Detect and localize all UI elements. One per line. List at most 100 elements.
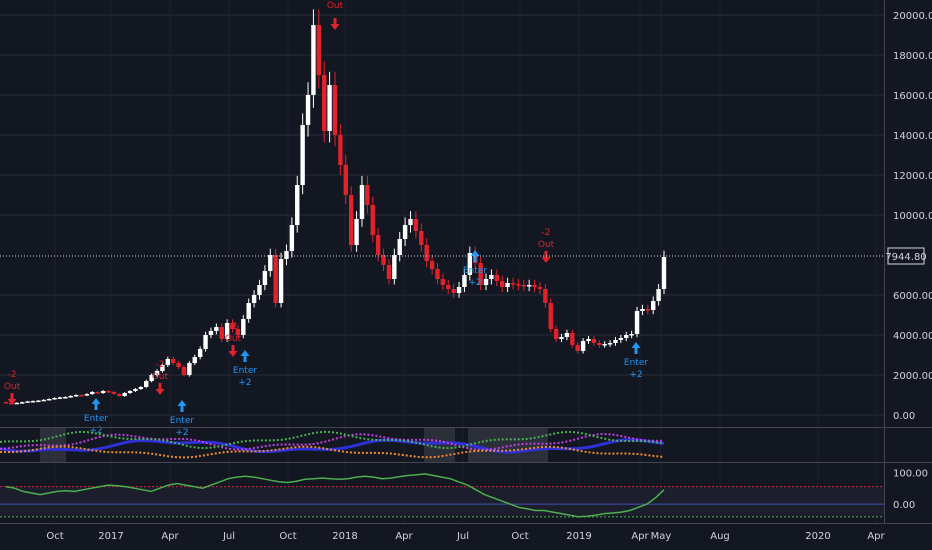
candle-body[interactable] (580, 341, 586, 351)
candle-body[interactable] (462, 275, 467, 287)
candle-body[interactable] (133, 389, 138, 391)
candle-body[interactable] (262, 271, 268, 285)
candle-body[interactable] (117, 394, 122, 396)
candle-body[interactable] (354, 219, 359, 245)
candle-body[interactable] (451, 289, 456, 293)
candle-body[interactable] (170, 359, 176, 363)
candle-body[interactable] (284, 251, 289, 259)
candle-body[interactable] (397, 239, 402, 255)
candle-body[interactable] (14, 402, 19, 405)
candle-body[interactable] (413, 219, 419, 231)
candle-body[interactable] (127, 391, 133, 393)
candle-body[interactable] (149, 375, 154, 381)
candle-body[interactable] (613, 340, 618, 343)
candle-body[interactable] (548, 303, 553, 329)
candle-body[interactable] (257, 285, 262, 295)
candle-body[interactable] (629, 334, 634, 336)
candle-body[interactable] (402, 225, 408, 239)
candle-body[interactable] (370, 205, 375, 235)
time-axis[interactable]: Oct 2017 Apr Jul Oct 2018 Apr Jul Oct 2019 Apr May A… (46, 531, 885, 542)
candle-body[interactable] (224, 323, 230, 339)
candle-body[interactable] (624, 335, 629, 338)
candle-body[interactable] (375, 235, 381, 255)
candle-body[interactable] (305, 95, 311, 125)
candle-body[interactable] (553, 329, 559, 339)
candle-body[interactable] (84, 394, 90, 396)
candle-body[interactable] (656, 289, 661, 301)
candle-body[interactable] (300, 125, 305, 185)
candle-body[interactable] (63, 397, 68, 399)
candle-body[interactable] (607, 343, 613, 345)
candle-body[interactable] (192, 357, 197, 363)
oscillator-axis[interactable]: 100.00 0.00 (893, 468, 928, 511)
candle-body[interactable] (602, 344, 607, 346)
candle-body[interactable] (46, 399, 52, 401)
candle-body[interactable] (138, 387, 144, 389)
candle-body[interactable] (251, 295, 257, 303)
candle-body[interactable] (214, 327, 219, 331)
candle-body[interactable] (160, 365, 165, 371)
candle-body[interactable] (338, 135, 343, 165)
candle-body[interactable] (489, 275, 494, 279)
candle-body[interactable] (68, 396, 73, 398)
candle-body[interactable] (505, 283, 510, 287)
candle-body[interactable] (640, 309, 645, 311)
candle-body[interactable] (532, 285, 537, 287)
candle-body[interactable] (90, 392, 95, 394)
candle-body[interactable] (3, 402, 9, 404)
candle-body[interactable] (478, 263, 483, 285)
candle-body[interactable] (456, 287, 462, 293)
candle-body[interactable] (241, 319, 246, 335)
candle-body[interactable] (586, 339, 591, 341)
candle-body[interactable] (197, 349, 203, 357)
candle-body[interactable] (661, 257, 667, 289)
candle-body[interactable] (106, 391, 111, 393)
candle-body[interactable] (408, 219, 413, 225)
candle-body[interactable] (634, 311, 640, 334)
candle-body[interactable] (645, 309, 651, 311)
candle-body[interactable] (429, 261, 435, 269)
candle-body[interactable] (446, 285, 451, 289)
candle-body[interactable] (289, 225, 295, 251)
candle-body[interactable] (435, 269, 440, 279)
candle-body[interactable] (526, 285, 532, 287)
candle-body[interactable] (57, 397, 63, 399)
candle-body[interactable] (246, 303, 251, 319)
candle-body[interactable] (322, 75, 327, 131)
candle-body[interactable] (73, 395, 79, 397)
candle-body[interactable] (316, 25, 322, 75)
candle-body[interactable] (618, 338, 624, 340)
candle-body[interactable] (597, 343, 602, 345)
candle-body[interactable] (516, 284, 521, 286)
candle-body[interactable] (343, 165, 348, 195)
candle-body[interactable] (154, 371, 160, 375)
candle-body[interactable] (521, 285, 526, 287)
candle-body[interactable] (36, 400, 41, 403)
candle-body[interactable] (165, 359, 171, 365)
candle-body[interactable] (311, 25, 316, 95)
candle-body[interactable] (359, 185, 365, 219)
candle-body[interactable] (651, 301, 656, 310)
candle-body[interactable] (79, 395, 84, 397)
candle-body[interactable] (494, 275, 500, 281)
candle-body[interactable] (203, 335, 208, 349)
candle-body[interactable] (332, 85, 338, 135)
candle-body[interactable] (268, 255, 273, 271)
candle-body[interactable] (424, 245, 429, 261)
candle-body[interactable] (25, 401, 30, 403)
candle-body[interactable] (510, 283, 516, 285)
candle-body[interactable] (295, 185, 300, 225)
candle-body[interactable] (575, 345, 580, 351)
candle-body[interactable] (327, 85, 332, 131)
candle-body[interactable] (95, 392, 100, 394)
candle-body[interactable] (386, 265, 392, 279)
candle-body[interactable] (392, 255, 397, 279)
candle-body[interactable] (419, 231, 424, 245)
candle-body[interactable] (543, 289, 548, 303)
candle-body[interactable] (144, 381, 149, 387)
candle-body[interactable] (278, 259, 284, 303)
candle-body[interactable] (111, 392, 117, 394)
candle-body[interactable] (187, 363, 192, 375)
candle-body[interactable] (176, 363, 181, 367)
candle-body[interactable] (273, 255, 278, 303)
